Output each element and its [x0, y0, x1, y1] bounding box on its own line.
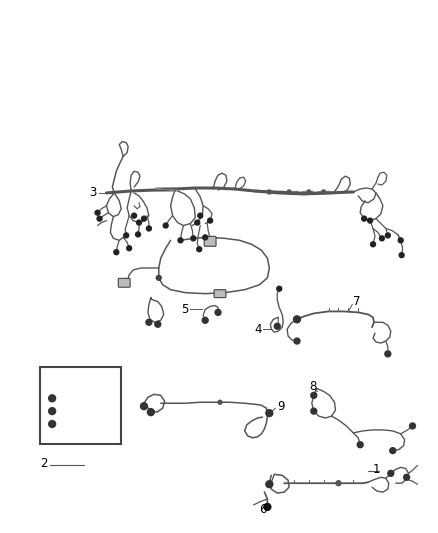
Circle shape	[136, 232, 141, 237]
Circle shape	[156, 276, 161, 280]
Circle shape	[321, 190, 325, 194]
FancyBboxPatch shape	[118, 278, 130, 287]
Circle shape	[362, 216, 367, 221]
Circle shape	[398, 238, 403, 243]
Circle shape	[178, 238, 183, 243]
Circle shape	[399, 253, 404, 257]
Circle shape	[371, 242, 375, 247]
Circle shape	[203, 235, 208, 240]
Circle shape	[208, 218, 212, 223]
Circle shape	[141, 403, 148, 410]
Circle shape	[97, 216, 102, 221]
Circle shape	[367, 218, 373, 223]
Circle shape	[287, 190, 291, 194]
Text: 4: 4	[254, 322, 261, 336]
Circle shape	[163, 223, 168, 228]
Circle shape	[336, 481, 341, 486]
Circle shape	[49, 395, 56, 402]
Circle shape	[410, 423, 416, 429]
Circle shape	[197, 247, 202, 252]
Circle shape	[195, 220, 200, 225]
Circle shape	[146, 319, 152, 325]
Circle shape	[132, 213, 137, 218]
Circle shape	[311, 408, 317, 414]
Circle shape	[277, 286, 282, 291]
Circle shape	[127, 246, 132, 251]
Text: 3: 3	[89, 187, 96, 199]
Text: 1: 1	[373, 463, 381, 476]
Circle shape	[114, 250, 119, 255]
Circle shape	[388, 471, 394, 477]
Circle shape	[95, 210, 100, 215]
Text: 6: 6	[259, 503, 266, 516]
Circle shape	[379, 236, 385, 241]
Circle shape	[293, 316, 300, 323]
Circle shape	[49, 408, 56, 415]
Circle shape	[266, 410, 273, 417]
Text: 5: 5	[181, 303, 188, 316]
Circle shape	[274, 324, 280, 329]
Circle shape	[155, 321, 161, 327]
Circle shape	[198, 213, 203, 218]
Circle shape	[357, 442, 363, 448]
Circle shape	[307, 190, 311, 194]
Circle shape	[218, 400, 222, 404]
Circle shape	[404, 474, 410, 480]
Circle shape	[148, 409, 154, 416]
Circle shape	[215, 310, 221, 316]
Circle shape	[294, 338, 300, 344]
Circle shape	[49, 421, 56, 427]
Text: 2: 2	[40, 457, 48, 470]
Text: 8: 8	[309, 380, 316, 393]
Circle shape	[385, 351, 391, 357]
Circle shape	[385, 233, 390, 238]
Circle shape	[202, 317, 208, 324]
Circle shape	[124, 233, 129, 238]
Circle shape	[141, 216, 146, 221]
Circle shape	[267, 190, 271, 194]
Circle shape	[137, 220, 141, 225]
Bar	[40, 367, 121, 444]
FancyBboxPatch shape	[204, 237, 216, 246]
Text: 7: 7	[353, 295, 361, 308]
FancyBboxPatch shape	[214, 290, 226, 297]
Circle shape	[311, 392, 317, 398]
Circle shape	[266, 481, 273, 488]
Circle shape	[146, 226, 152, 231]
Text: 9: 9	[277, 400, 285, 413]
Circle shape	[191, 236, 196, 241]
Circle shape	[390, 448, 396, 454]
Circle shape	[264, 504, 271, 511]
